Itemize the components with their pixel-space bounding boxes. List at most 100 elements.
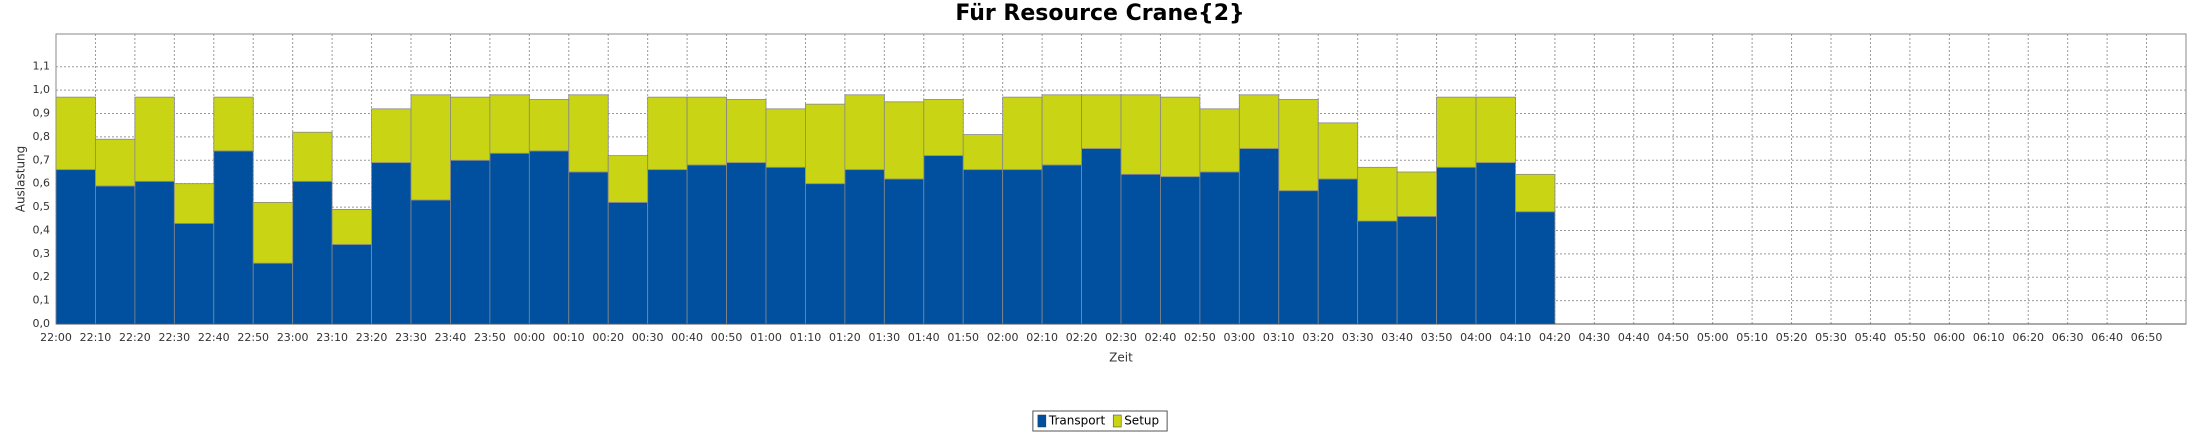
bar-segment [331, 209, 372, 245]
x-tick-label: 23:00 [277, 331, 309, 344]
bar-segment [1317, 122, 1359, 180]
bar-segment [1002, 96, 1043, 171]
bar-segment [1475, 162, 1516, 325]
bar-segment [1436, 166, 1477, 325]
bar-segment [213, 150, 254, 325]
x-tick-label: 05:30 [1815, 331, 1847, 344]
x-tick-label: 01:00 [750, 331, 782, 344]
x-tick-label: 00:50 [711, 331, 743, 344]
bar-segment [173, 183, 215, 224]
legend-label: Transport [1048, 414, 1106, 428]
bar-segment [568, 171, 609, 325]
x-tick-label: 01:10 [790, 331, 822, 344]
x-tick-label: 02:40 [1145, 331, 1177, 344]
bar-segment [1396, 171, 1437, 217]
x-tick-label: 06:00 [1933, 331, 1965, 344]
x-tick-label: 01:30 [868, 331, 900, 344]
bar-segment [1436, 96, 1477, 168]
x-tick-label: 06:10 [1973, 331, 2005, 344]
x-tick-label: 02:50 [1184, 331, 1216, 344]
x-tick-label: 22:30 [158, 331, 190, 344]
x-tick-label: 04:10 [1500, 331, 1532, 344]
bar-segment [292, 131, 333, 182]
bar-segment [450, 159, 491, 325]
bar-segment [95, 138, 136, 187]
y-tick-label: 0,8 [33, 130, 51, 143]
x-tick-label: 22:10 [80, 331, 112, 344]
bar-segment [1199, 108, 1240, 173]
bar-segment [1317, 178, 1359, 325]
bar-segment [1041, 94, 1082, 166]
x-tick-label: 22:50 [237, 331, 269, 344]
bar-segment [1120, 94, 1161, 175]
bar-segment [1002, 169, 1043, 325]
y-tick-label: 0,6 [33, 177, 51, 190]
x-tick-label: 02:30 [1105, 331, 1137, 344]
bar-segment [686, 96, 727, 166]
x-tick-label: 00:00 [513, 331, 545, 344]
bar-segment [765, 166, 806, 325]
x-tick-label: 02:10 [1026, 331, 1058, 344]
legend-box [1032, 410, 1168, 432]
y-tick-label: 0,0 [33, 317, 51, 330]
y-tick-label: 0,5 [33, 200, 51, 213]
bar-segment [252, 201, 294, 264]
x-tick-label: 23:30 [395, 331, 427, 344]
x-tick-label: 02:20 [1066, 331, 1098, 344]
bar-segment [173, 223, 215, 325]
x-tick-label: 23:10 [316, 331, 348, 344]
bar-segment [55, 169, 96, 325]
bar-segment [1041, 164, 1082, 325]
x-tick-label: 05:10 [1736, 331, 1768, 344]
bar-segment [962, 169, 1004, 325]
x-tick-label: 04:50 [1657, 331, 1689, 344]
x-tick-label: 04:00 [1460, 331, 1492, 344]
bar-segment [568, 94, 609, 173]
x-axis-label: Zeit [1109, 351, 1133, 365]
x-tick-label: 06:30 [2052, 331, 2084, 344]
bar-segment [410, 94, 451, 201]
bar-segment [805, 103, 846, 185]
bar-segment [1357, 166, 1398, 222]
bar-segment [134, 180, 175, 325]
bar-segment [528, 99, 570, 152]
bar-segment [55, 96, 96, 171]
bar-segment [1238, 148, 1280, 325]
bar-segment [134, 96, 175, 182]
x-tick-label: 04:40 [1618, 331, 1650, 344]
bar-segment [726, 99, 767, 164]
y-tick-label: 0,1 [33, 294, 51, 307]
bar-segment [95, 185, 136, 325]
y-tick-label: 0,4 [33, 223, 51, 236]
bar-segment [844, 94, 885, 171]
bar-segment [607, 155, 649, 203]
x-tick-label: 03:40 [1381, 331, 1413, 344]
bar-segment [371, 162, 412, 325]
legend-swatch [1037, 414, 1047, 428]
bar-segment [607, 201, 649, 325]
bar-segment [1160, 176, 1201, 325]
bar-segment [489, 94, 530, 154]
bar-segment [647, 96, 688, 171]
bar-segment [1475, 96, 1516, 164]
x-tick-label: 00:40 [671, 331, 703, 344]
x-tick-label: 00:30 [632, 331, 664, 344]
y-tick-label: 0,2 [33, 270, 51, 283]
chart-title: Für Resource Crane{2} [955, 1, 1244, 26]
x-tick-label: 05:50 [1894, 331, 1926, 344]
x-tick-label: 06:50 [2131, 331, 2163, 344]
x-tick-label: 03:20 [1302, 331, 1334, 344]
bar-segment [1081, 148, 1122, 325]
x-tick-label: 03:50 [1421, 331, 1453, 344]
bar-segment [1278, 99, 1319, 192]
bar-segment [883, 101, 925, 180]
x-tick-label: 00:10 [553, 331, 585, 344]
bar-segment [1396, 216, 1437, 325]
x-tick-label: 06:20 [2012, 331, 2044, 344]
x-tick-label: 03:10 [1263, 331, 1295, 344]
bar-segment [1357, 220, 1398, 325]
bar-segment [450, 96, 491, 161]
x-tick-label: 23:50 [474, 331, 506, 344]
legend-swatch [1112, 414, 1122, 428]
